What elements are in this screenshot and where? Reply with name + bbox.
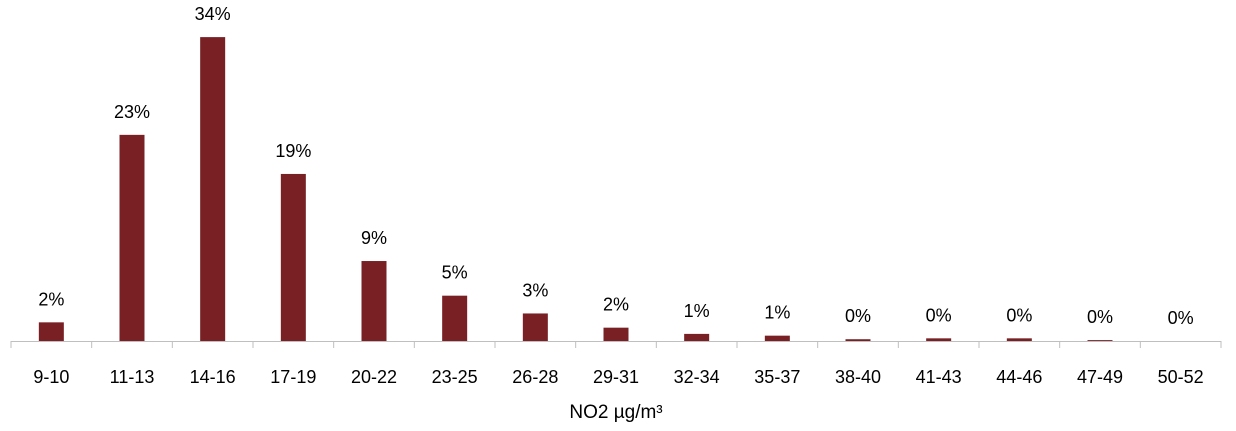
bar — [845, 339, 871, 341]
x-tick-label: 14-16 — [190, 367, 236, 387]
data-label: 0% — [1168, 308, 1194, 328]
bar — [522, 313, 548, 341]
x-axis-tick-labels: 9-10 11-13 14-16 17-19 20-22 23-25 26-28 29-31 3… — [33, 367, 1203, 387]
x-tick-label: 32-34 — [674, 367, 720, 387]
bar — [38, 322, 64, 341]
bar — [280, 173, 306, 341]
bar — [764, 335, 790, 341]
data-label: 2% — [603, 295, 629, 315]
data-labels: 2% 23% 34% 19% 9% 5% 3% 2% 1% 1% 0% 0% 0% 0% 0% — [38, 4, 1193, 328]
data-label: 0% — [926, 305, 952, 325]
bar — [926, 338, 952, 341]
bar — [1006, 338, 1032, 341]
data-label: 23% — [114, 102, 150, 122]
bar — [200, 37, 226, 341]
x-tick-label: 38-40 — [835, 367, 881, 387]
data-label: 2% — [38, 289, 64, 309]
x-tick-label: 47-49 — [1077, 367, 1123, 387]
x-tick-label: 50-52 — [1158, 367, 1204, 387]
data-label: 1% — [764, 303, 790, 323]
data-label: 0% — [845, 306, 871, 326]
x-tick-label: 23-25 — [432, 367, 478, 387]
bar — [1087, 340, 1113, 341]
data-label: 0% — [1087, 307, 1113, 327]
x-axis-title: NO2 µg/m³ — [569, 402, 662, 423]
x-axis-ticks — [10, 341, 1222, 348]
x-tick-label: 11-13 — [110, 367, 155, 387]
data-label: 34% — [195, 4, 231, 24]
bars — [38, 37, 1113, 341]
data-label: 1% — [684, 301, 710, 321]
bar — [684, 333, 710, 341]
data-label: 5% — [442, 263, 468, 283]
x-tick-label: 9-10 — [33, 367, 69, 387]
x-tick-label: 44-46 — [996, 367, 1042, 387]
bar — [361, 261, 387, 341]
bar — [603, 327, 629, 341]
data-label: 9% — [361, 228, 387, 248]
bar — [442, 295, 468, 341]
x-tick-label: 26-28 — [512, 367, 558, 387]
data-label: 3% — [522, 280, 548, 300]
x-tick-label: 35-37 — [754, 367, 800, 387]
data-label: 19% — [275, 141, 311, 161]
data-label: 0% — [1006, 305, 1032, 325]
x-tick-label: 17-19 — [270, 367, 316, 387]
bar — [119, 134, 145, 341]
x-tick-label: 20-22 — [351, 367, 397, 387]
x-tick-label: 29-31 — [593, 367, 639, 387]
x-tick-label: 41-43 — [916, 367, 962, 387]
